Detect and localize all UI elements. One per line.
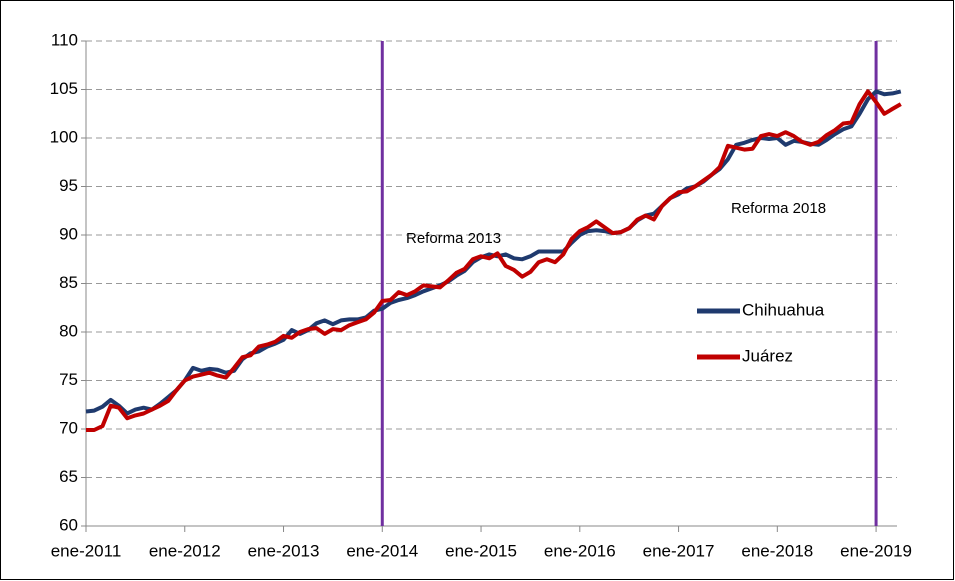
annotation: Reforma 2018 — [731, 200, 826, 217]
series-line — [86, 89, 902, 432]
x-tick-label: ene-2016 — [544, 541, 616, 560]
x-tick-label: ene-2012 — [149, 541, 221, 560]
y-tick-label: 105 — [50, 79, 78, 98]
x-tick-label: ene-2013 — [248, 541, 320, 560]
x-tick-label: ene-2018 — [741, 541, 813, 560]
y-tick-label: 90 — [59, 224, 78, 243]
y-tick-label: 70 — [59, 418, 78, 437]
y-tick-label: 95 — [59, 176, 78, 195]
y-tick-label: 85 — [59, 273, 78, 292]
x-tick-label: ene-2014 — [346, 541, 418, 560]
x-tick-label: ene-2015 — [445, 541, 517, 560]
y-tick-label: 75 — [59, 370, 78, 389]
legend-label: Chihuahua — [742, 300, 825, 319]
x-tick-label: ene-2019 — [840, 541, 912, 560]
legend-label: Juárez — [742, 346, 793, 365]
y-tick-label: 80 — [59, 321, 78, 340]
y-tick-label: 100 — [50, 127, 78, 146]
y-tick-label: 110 — [51, 30, 78, 49]
x-tick-label: ene-2017 — [643, 541, 715, 560]
y-tick-label: 65 — [59, 467, 78, 486]
x-tick-label: ene-2011 — [51, 541, 122, 560]
annotation: Reforma 2013 — [406, 230, 501, 247]
y-tick-label: 60 — [59, 515, 78, 534]
